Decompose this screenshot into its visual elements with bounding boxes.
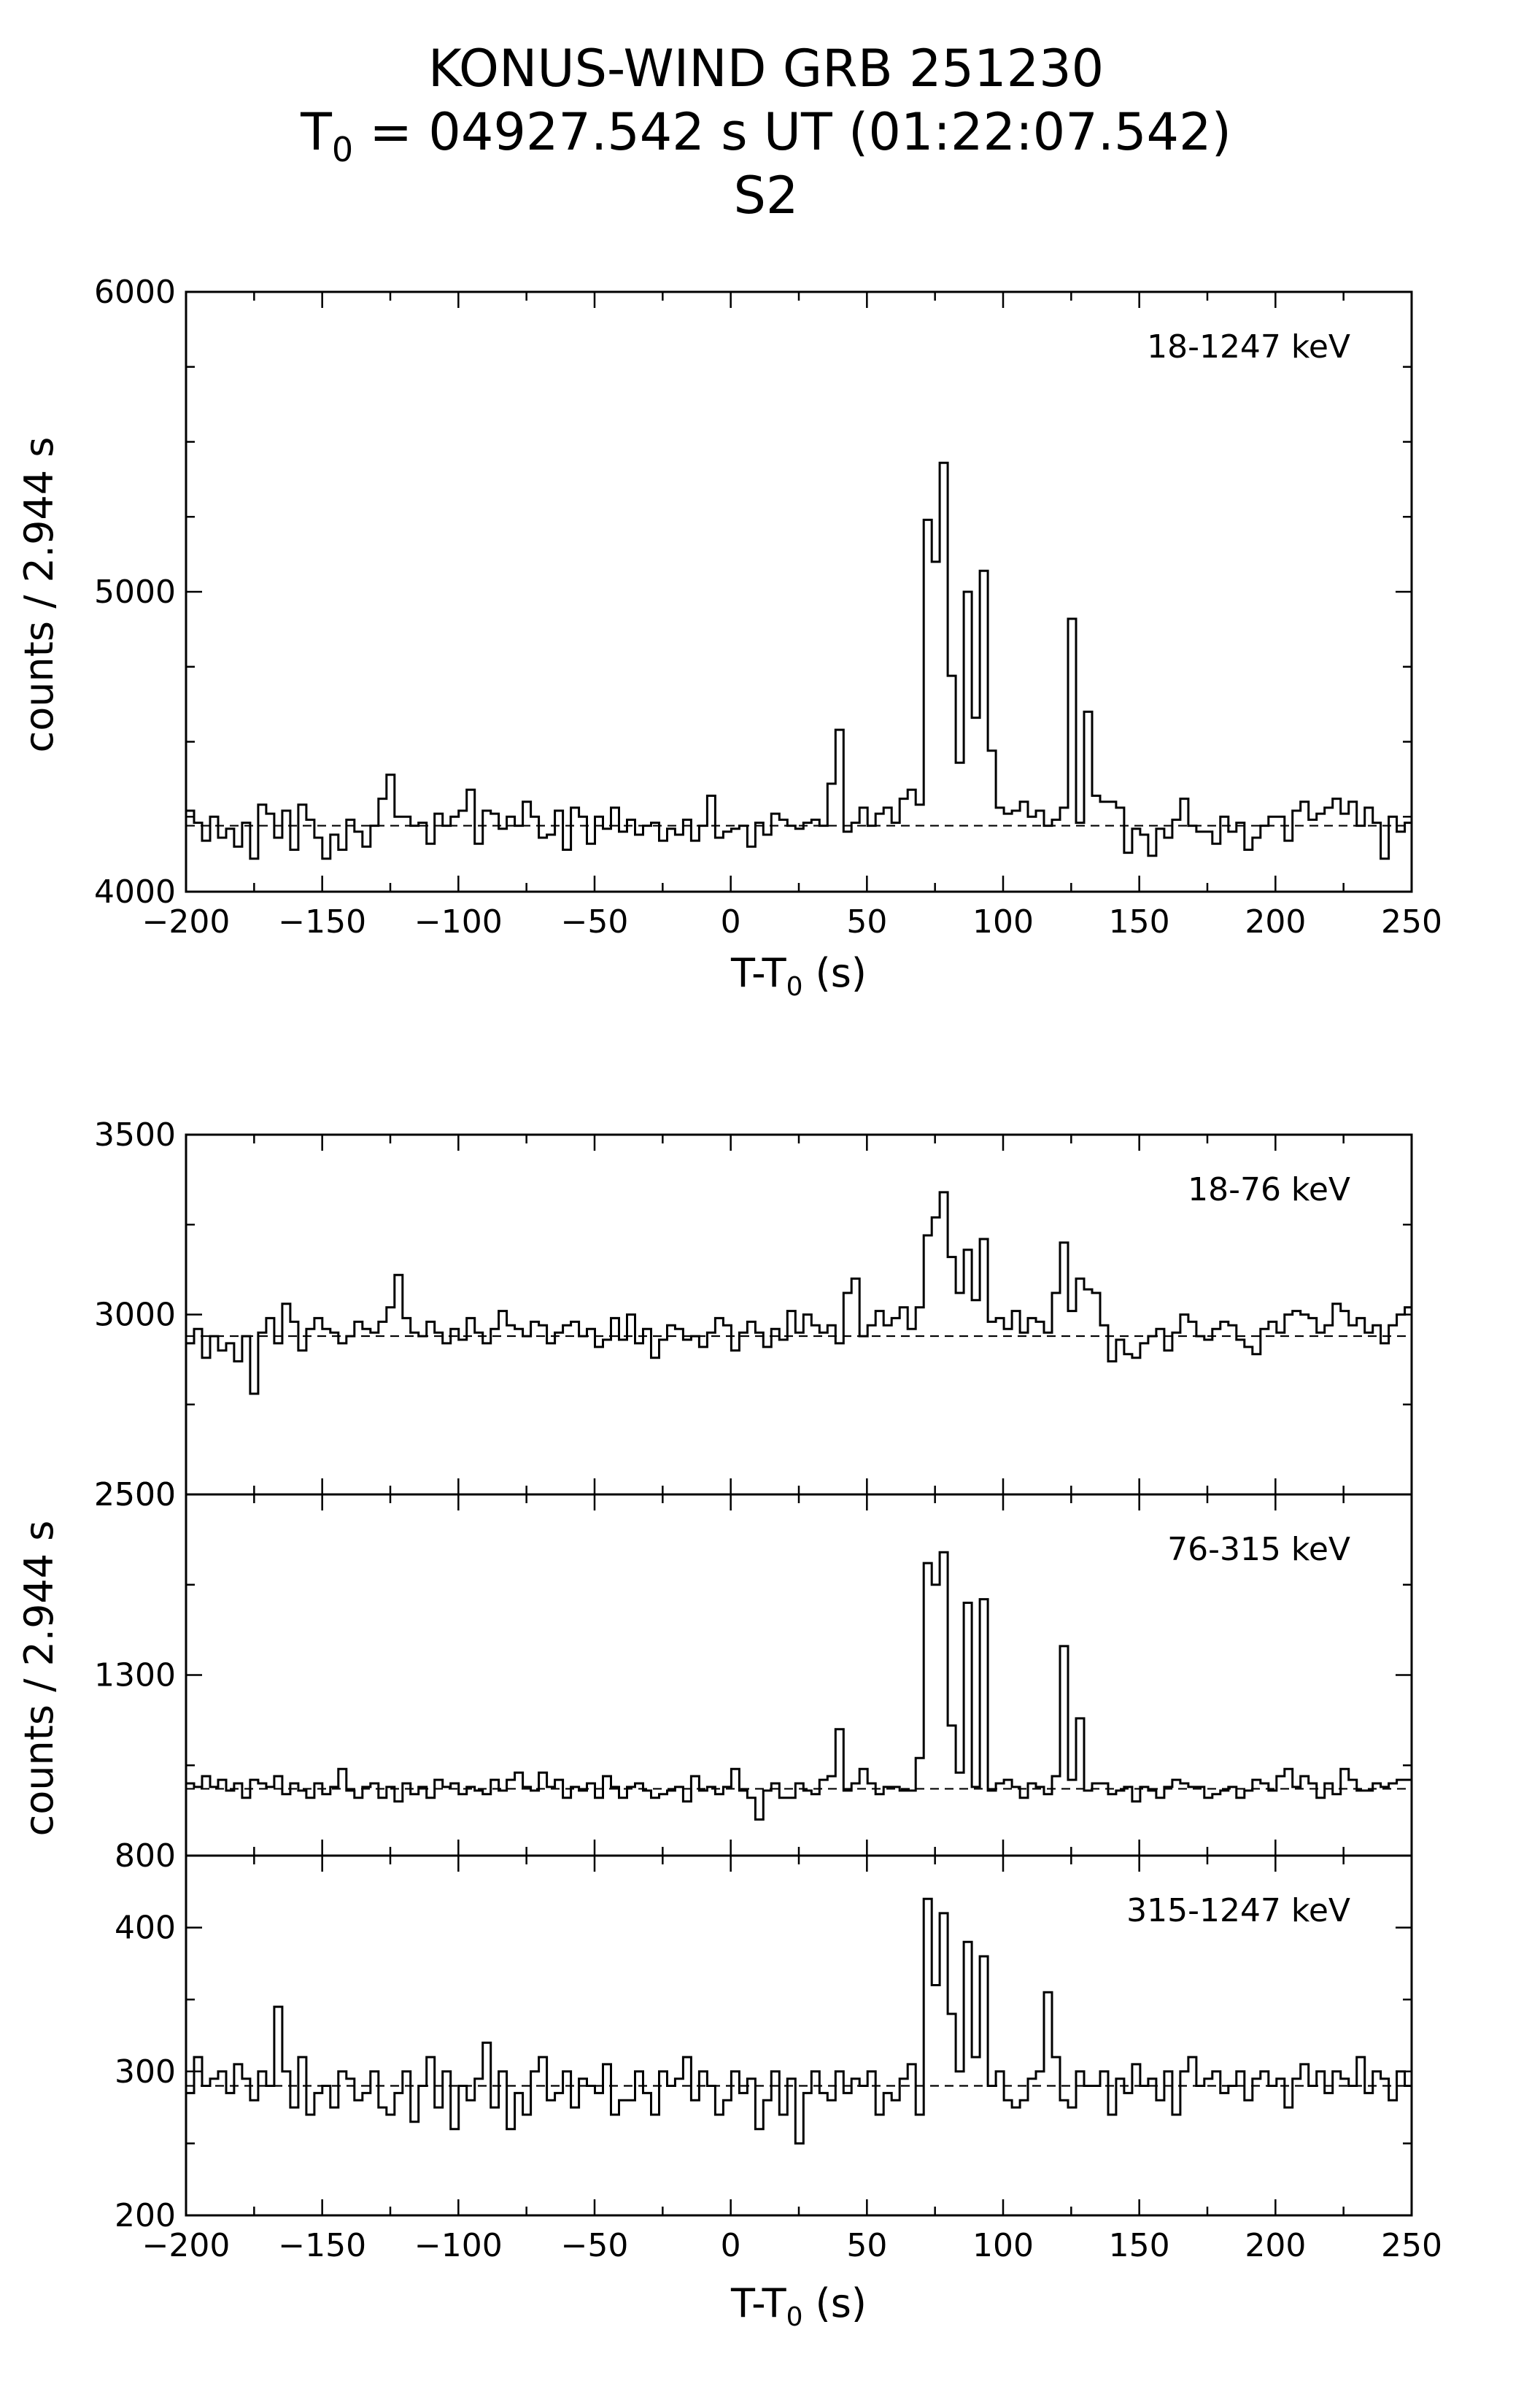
top-xtick-label: −50 <box>561 903 629 941</box>
top-xtick-label: 100 <box>972 903 1034 941</box>
band3-ytick-label: 300 <box>115 2053 176 2091</box>
panel-315-1247-kev: 200 300 400 −200 −150 −100 −50 0 50 100 150 200 250 3… <box>115 1854 1442 2264</box>
top-x-axis-label: T-T0 (s) <box>730 950 867 1002</box>
top-y-axis-label: counts / 2.944 s <box>16 437 62 753</box>
figure-title-line3: S2 <box>734 166 799 225</box>
band1-ytick-label: 3500 <box>94 1116 176 1154</box>
top-band-label: 18-1247 keV <box>1147 328 1350 366</box>
band3-xtick-label: −200 <box>142 2227 231 2264</box>
band3-xtick-label: −150 <box>278 2227 366 2264</box>
band1-ytick-label: 3000 <box>94 1297 176 1334</box>
top-xtick-label: 200 <box>1245 903 1306 941</box>
band1-light-curve <box>186 1191 1412 1395</box>
top-xtick-label: −150 <box>278 903 366 941</box>
band2-light-curve <box>186 1551 1412 1821</box>
top-light-curve <box>186 461 1412 860</box>
band3-xtick-label: −100 <box>414 2227 503 2264</box>
top-xtick-label: 150 <box>1109 903 1170 941</box>
band3-ytick-label: 400 <box>115 1910 176 1947</box>
band3-xtick-label: 200 <box>1245 2227 1306 2264</box>
top-xtick-label: 50 <box>846 903 887 941</box>
band3-xtick-label: 250 <box>1381 2227 1442 2264</box>
top-ytick-label: 5000 <box>94 574 176 611</box>
band3-xtick-label: −50 <box>561 2227 629 2264</box>
top-xtick-label: 0 <box>721 903 741 941</box>
band3-xtick-label: 50 <box>846 2227 887 2264</box>
panel-18-76-kev: 2500 3000 3500 18-76 keV <box>94 1116 1413 1513</box>
lower-y-axis-label: counts / 2.944 s <box>16 1521 62 1837</box>
band2-ytick-label: 2500 <box>94 1476 176 1513</box>
top-xtick-label: −100 <box>414 903 503 941</box>
band3-xtick-label: 150 <box>1109 2227 1170 2264</box>
band2-ytick-label: 1300 <box>94 1657 176 1694</box>
top-ytick-label: 6000 <box>94 274 176 311</box>
band3-xtick-label: 0 <box>721 2227 741 2264</box>
band1-band-label: 18-76 keV <box>1188 1171 1350 1208</box>
bottom-x-axis-label: T-T0 (s) <box>730 2280 867 2332</box>
band3-ytick-label: 200 <box>115 2197 176 2234</box>
top-frame <box>185 290 1413 893</box>
top-ytick-label: 4000 <box>94 873 176 911</box>
panel-total-band: 4000 5000 6000 −200 −150 −100 −50 0 50 100 150 200 2… <box>94 274 1442 941</box>
band2-ytick-label: 800 <box>115 1837 176 1875</box>
band2-band-label: 76-315 keV <box>1167 1531 1350 1568</box>
band1-ytick-label: 2500 <box>94 1476 176 1513</box>
figure-title-line1: KONUS-WIND GRB 251230 <box>428 39 1104 99</box>
band3-light-curve <box>186 1897 1412 2145</box>
band3-xtick-label: 100 <box>972 2227 1034 2264</box>
figure-title-line2: T0 = 04927.542 s UT (01:22:07.542) <box>300 102 1231 169</box>
top-xtick-label: 250 <box>1381 903 1442 941</box>
band3-band-label: 315-1247 keV <box>1126 1892 1350 1929</box>
panel-76-315-kev: 800 1300 2500 76-315 keV <box>94 1476 1413 1875</box>
top-xtick-label: −200 <box>142 903 231 941</box>
